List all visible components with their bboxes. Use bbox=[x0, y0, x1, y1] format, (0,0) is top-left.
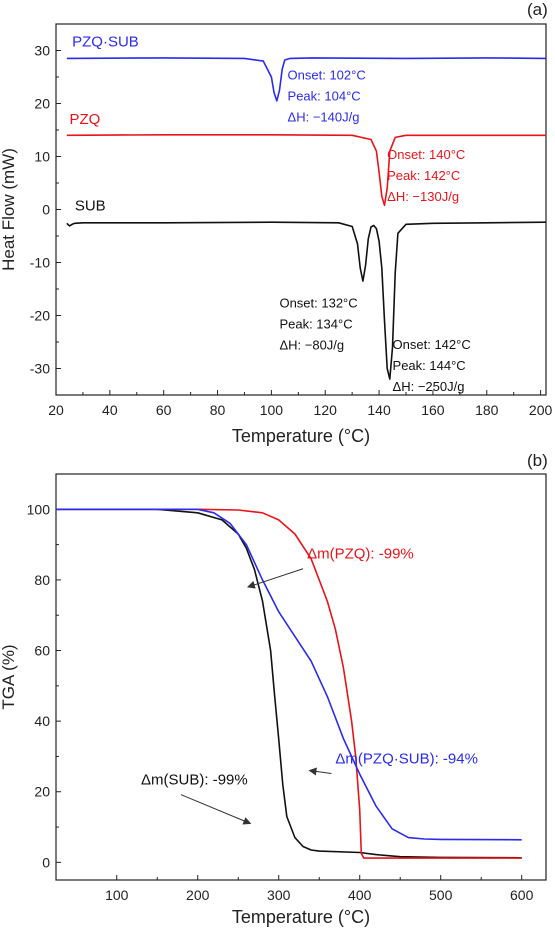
annotation-text: ΔH: −130J/g bbox=[387, 189, 459, 204]
x-tick-label: 120 bbox=[314, 402, 338, 418]
x-tick-label: 60 bbox=[156, 402, 172, 418]
y-tick-label: 20 bbox=[34, 96, 50, 112]
annotation-text: Onset: 140°C bbox=[387, 147, 465, 162]
x-tick-label: 500 bbox=[429, 887, 453, 903]
annotation-text: Peak: 104°C bbox=[288, 89, 361, 104]
plot-frame bbox=[55, 473, 547, 881]
x-tick-label: 100 bbox=[260, 402, 284, 418]
y-tick-label: 40 bbox=[34, 713, 50, 729]
y-tick-label: 30 bbox=[34, 43, 50, 59]
panel-a-heat-flow: (a) 20 40 60 80 100 120 140 160 180 200 -30 -20 -10 0 1… bbox=[0, 0, 553, 446]
x-tick-label: 200 bbox=[186, 887, 210, 903]
annotation-text: Peak: 142°C bbox=[387, 168, 460, 183]
series-label: PZQ·SUB bbox=[72, 33, 139, 50]
annotation-text: Onset: 132°C bbox=[279, 296, 357, 311]
panel-label: (b) bbox=[527, 451, 548, 470]
y-tick-label: -20 bbox=[30, 308, 50, 324]
annotation-text: ΔH: −140J/g bbox=[288, 110, 360, 125]
x-tick-label: 40 bbox=[102, 402, 118, 418]
series-line-sub bbox=[66, 221, 546, 380]
x-tick-label: 100 bbox=[105, 887, 129, 903]
annotation-text: ΔH: −80J/g bbox=[279, 338, 344, 353]
y-tick-label: 20 bbox=[34, 784, 50, 800]
x-tick-label: 600 bbox=[510, 887, 534, 903]
x-tick-label: 160 bbox=[421, 402, 445, 418]
annotation-text: Δm(PZQ): -99% bbox=[307, 546, 414, 563]
y-tick-label: 10 bbox=[34, 149, 50, 165]
series-line-sub bbox=[56, 508, 522, 859]
annotation-text: Onset: 102°C bbox=[288, 68, 366, 83]
x-tick-label: 140 bbox=[367, 402, 391, 418]
annotation-text: Peak: 144°C bbox=[393, 358, 466, 373]
series-label: SUB bbox=[75, 198, 106, 215]
x-tick-label: 300 bbox=[267, 887, 291, 903]
annotation-arrow bbox=[180, 794, 252, 825]
x-tick-label: 80 bbox=[210, 402, 226, 418]
annotation-text: ΔH: −250J/g bbox=[393, 379, 465, 394]
x-tick-label: 20 bbox=[48, 402, 64, 418]
y-tick-label: -30 bbox=[30, 361, 50, 377]
panel-b-tga: (b) 100 200 300 400 500 600 0 20 40 60 80 100 Tempera… bbox=[0, 451, 548, 927]
annotation-text: Δm(SUB): -99% bbox=[141, 772, 248, 789]
y-tick-label: 60 bbox=[34, 643, 50, 659]
y-tick-label: 0 bbox=[42, 854, 50, 870]
x-axis-label: Temperature (°C) bbox=[232, 907, 370, 927]
y-tick-label: -10 bbox=[30, 255, 50, 271]
series-line-pzqsub bbox=[56, 508, 522, 841]
y-tick-label: 100 bbox=[27, 501, 51, 517]
x-tick-label: 400 bbox=[348, 887, 372, 903]
series-line-pzq bbox=[56, 508, 522, 859]
series-label: PZQ bbox=[69, 111, 100, 128]
series-line-pzqsub bbox=[66, 57, 546, 102]
annotation-text: Δm(PZQ·SUB): -94% bbox=[335, 750, 478, 767]
x-tick-label: 200 bbox=[529, 402, 553, 418]
annotation-arrow bbox=[308, 767, 332, 776]
annotation-arrow bbox=[247, 568, 304, 589]
series-line-pzq bbox=[66, 134, 546, 207]
x-tick-label: 180 bbox=[475, 402, 499, 418]
annotation-text: Onset: 142°C bbox=[393, 337, 471, 352]
annotation-text: Peak: 134°C bbox=[279, 317, 352, 332]
y-tick-label: 0 bbox=[42, 202, 50, 218]
y-tick-label: 80 bbox=[34, 572, 50, 588]
x-axis-label: Temperature (°C) bbox=[232, 426, 370, 446]
y-axis-label: Heat Flow (mW) bbox=[0, 148, 18, 271]
y-axis-label: TGA (%) bbox=[0, 644, 18, 709]
panel-label: (a) bbox=[527, 0, 548, 19]
